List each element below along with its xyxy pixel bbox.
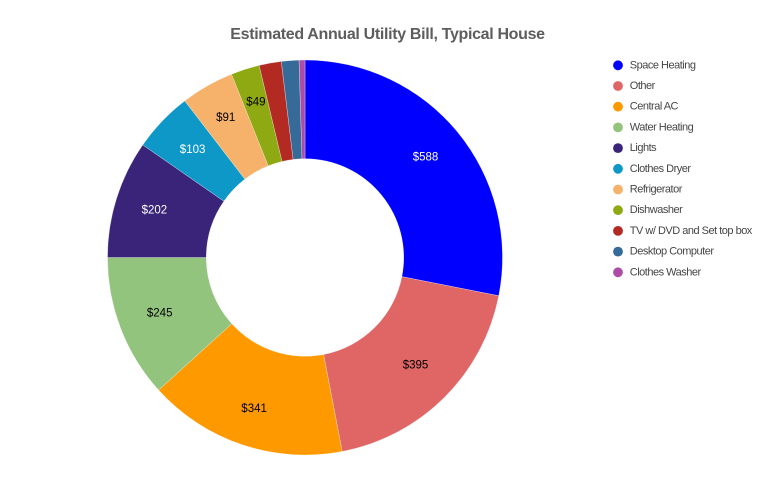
svg-text:$202: $202 [142, 204, 168, 216]
svg-text:$245: $245 [147, 308, 173, 320]
svg-text:Other: Other [630, 80, 656, 92]
svg-text:Refrigerator: Refrigerator [630, 184, 683, 196]
svg-text:Space Heating: Space Heating [630, 59, 696, 71]
svg-text:$103: $103 [180, 144, 206, 156]
svg-text:Dishwasher: Dishwasher [630, 204, 683, 216]
svg-text:Clothes Washer: Clothes Washer [630, 266, 702, 278]
svg-text:TV w/ DVD and Set top box: TV w/ DVD and Set top box [630, 225, 753, 237]
svg-text:Water Heating: Water Heating [630, 121, 694, 133]
svg-text:$395: $395 [403, 360, 429, 372]
svg-text:Central AC: Central AC [630, 101, 679, 113]
svg-text:Clothes Dryer: Clothes Dryer [630, 163, 692, 175]
svg-text:$588: $588 [413, 152, 439, 164]
svg-text:$341: $341 [241, 403, 267, 415]
svg-text:$49: $49 [246, 97, 265, 109]
svg-text:Lights: Lights [630, 142, 657, 154]
svg-text:Desktop Computer: Desktop Computer [630, 246, 715, 258]
svg-text:$91: $91 [216, 112, 235, 124]
